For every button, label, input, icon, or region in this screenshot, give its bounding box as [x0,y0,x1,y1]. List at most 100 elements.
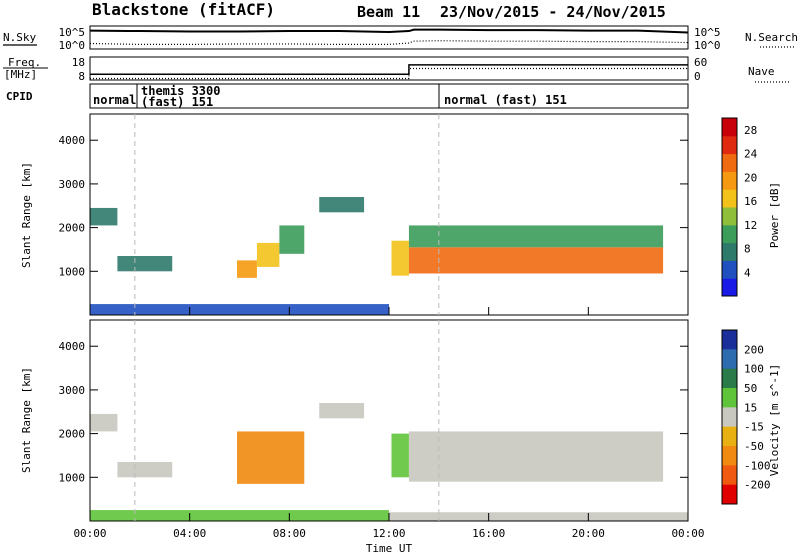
noise-left-label: N.Sky [3,31,36,44]
colorbar-swatch-8 [722,135,737,155]
colorbar-swatch-7 [722,153,737,172]
cpid-mode-2-line2: (fast) 151 [141,95,213,109]
velocity-colorbar-swatch-2 [722,368,737,389]
cpid-panel-frame [89,83,689,109]
noise-series [89,28,689,46]
power-y-label: Slant Range [km] [20,162,33,268]
freq-label-line2: [MHz] [4,68,37,81]
velocity-colorbar-swatch-0 [722,330,737,350]
nave-line [90,67,688,80]
cpid-label: CPID [6,90,33,103]
velocity-colorbar-label: Velocity [m s^-1] [768,364,781,477]
noise-left-tick-bottom: 10^0 [59,39,86,52]
data-patch-7 [389,512,688,521]
velocity-colorbar-swatch-8 [722,484,737,505]
data-patch-8 [408,225,664,248]
power-colorbar: 4 8 12 16 20 24 28 [721,117,758,297]
station-title: Blackstone (fitACF) [92,0,275,19]
colorbar-swatch-0 [722,278,737,297]
noise-right-label: N.Search [745,31,798,44]
colorbar-swatch-9 [722,118,737,137]
noise-line-1 [89,40,689,46]
y-tick-label-1: 2000 [59,222,86,235]
data-patch-6 [90,510,389,521]
data-patch-2 [237,260,257,278]
data-patch-7 [408,247,664,274]
velocity-colorbar-tick-4: -15 [744,421,764,434]
y-tick-label-3: 4000 [59,134,86,147]
velocity-colorbar-frame [721,329,738,505]
velocity-panel-frame [89,319,689,522]
y-tick-label-0: 1000 [59,265,86,278]
beam-label: Beam 11 [357,3,420,21]
power-colorbar-label: Power [dB] [768,182,781,248]
x-tick-label-3: 12:00 [372,527,405,540]
velocity-colorbar-swatch-3 [722,388,737,408]
x-tick-label-2: 08:00 [273,527,306,540]
velocity-colorbar-swatch-1 [722,349,737,370]
y-tick-label-1: 2000 [59,428,86,441]
data-patch-4 [279,225,305,254]
power-colorbar-tick-0: 4 [744,266,751,279]
power-colorbar-tick-3: 16 [744,195,757,208]
freq-right-tick-bottom: 0 [694,70,701,83]
velocity-heatmap [90,403,688,521]
velocity-colorbar-swatch-7 [722,465,737,486]
data-patch-5 [319,197,365,213]
colorbar-swatch-5 [722,189,737,208]
power-time-markers [134,114,440,315]
noise-left-tick-top: 10^5 [59,26,86,39]
velocity-colorbar-swatch-6 [722,446,737,466]
velocity-y-label: Slant Range [km] [20,367,33,473]
velocity-colorbar-tick-3: 15 [744,401,757,414]
x-tick-label-4: 16:00 [472,527,505,540]
cpid-mode-1: normal [93,93,136,107]
data-patch-1 [117,462,173,478]
power-colorbar-tick-6: 28 [744,124,757,137]
colorbar-swatch-2 [722,242,737,261]
colorbar-frame [721,117,738,297]
noise-line-0 [89,28,689,34]
data-patch-1 [117,256,173,272]
velocity-colorbar-tick-6: -100 [744,459,771,472]
data-patch-5 [408,431,664,482]
velocity-colorbar-tick-0: 200 [744,343,764,356]
data-patch-3 [319,403,365,419]
velocity-colorbar-tick-1: 100 [744,363,764,376]
velocity-colorbar: 200 100 50 15 -15 -50 -100 -200 [721,329,771,505]
nave-label: Nave [748,65,775,78]
freq-line [90,64,688,75]
data-patch-2 [237,431,305,484]
freq-series [90,64,688,80]
freq-left-tick-top: 18 [72,56,85,69]
date-range: 23/Nov/2015 - 24/Nov/2015 [440,3,666,21]
velocity-colorbar-label-text: Velocity [m s^-1] [768,364,781,477]
velocity-colorbar-tick-7: -200 [744,479,771,492]
freq-label-line1: Freq. [8,56,41,69]
data-patch-6 [391,240,409,276]
y-tick-label-2: 3000 [59,384,86,397]
freq-left-tick-bottom: 8 [78,70,85,83]
data-patch-0 [90,207,118,226]
x-axis-ticks: 00:00 04:00 08:00 12:00 16:00 20:00 00:00 [73,307,705,540]
data-patch-9 [90,304,389,315]
velocity-colorbar-tick-5: -50 [744,440,764,453]
velocity-colorbar-tick-2: 50 [744,382,757,395]
freq-right-tick-top: 60 [694,56,707,69]
freq-panel-frame [89,56,689,81]
data-patch-3 [256,242,280,267]
cpid-mode-2-line1: themis 3300 [141,84,220,98]
power-colorbar-tick-1: 8 [744,243,751,256]
power-colorbar-tick-2: 12 [744,219,757,232]
power-colorbar-tick-4: 20 [744,171,757,184]
power-y-ticks: 1000 2000 3000 4000 [59,134,688,278]
x-tick-label-0: 00:00 [73,527,106,540]
colorbar-swatch-6 [722,171,737,190]
colorbar-swatch-3 [722,224,737,244]
velocity-y-ticks: 1000 2000 3000 4000 [59,340,688,484]
x-tick-label-1: 04:00 [173,527,206,540]
cpid-mode-3: normal (fast) 151 [444,93,567,107]
x-tick-label-6: 00:00 [671,527,704,540]
colorbar-swatch-1 [722,260,737,279]
